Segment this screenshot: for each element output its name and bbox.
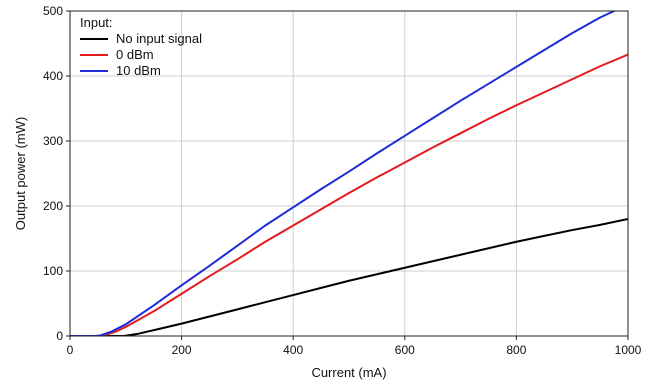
series-line-2 xyxy=(70,11,617,336)
y-tick-label: 500 xyxy=(43,4,63,18)
y-tick-label: 200 xyxy=(43,199,63,213)
y-tick-label: 100 xyxy=(43,264,63,278)
legend-item-2: 10 dBm xyxy=(116,63,161,78)
y-tick-label: 300 xyxy=(43,134,63,148)
x-axis-label: Current (mA) xyxy=(311,365,386,380)
x-tick-label: 600 xyxy=(395,343,415,357)
y-axis-label: Output power (mW) xyxy=(13,117,28,230)
plot-frame xyxy=(69,10,629,337)
y-tick-label: 0 xyxy=(56,329,63,343)
series-line-0 xyxy=(70,218,628,336)
legend-item-1: 0 dBm xyxy=(116,47,154,62)
x-tick-label: 800 xyxy=(506,343,526,357)
x-tick-label: 200 xyxy=(172,343,192,357)
x-tick-label: 0 xyxy=(67,343,74,357)
plot-area xyxy=(70,11,628,336)
series-line-1 xyxy=(70,53,628,336)
x-tick-label: 1000 xyxy=(615,343,642,357)
x-tick-label: 400 xyxy=(283,343,303,357)
legend-item-0: No input signal xyxy=(116,31,202,46)
y-tick-label: 400 xyxy=(43,69,63,83)
legend-title: Input: xyxy=(80,15,113,30)
